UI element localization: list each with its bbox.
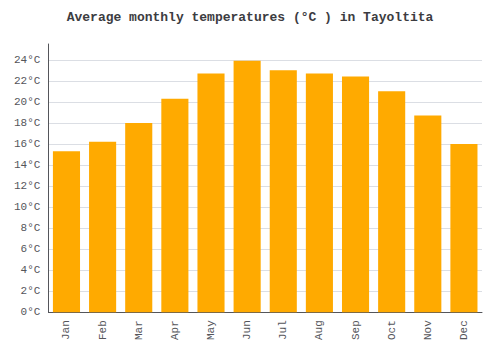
svg-text:10°C: 10°C [14, 201, 41, 213]
svg-text:12°C: 12°C [14, 180, 41, 192]
svg-text:2°C: 2°C [21, 285, 41, 297]
svg-text:Nov: Nov [422, 320, 434, 340]
svg-text:Average monthly temperatures (: Average monthly temperatures (°C ) in Ta… [67, 10, 434, 25]
svg-text:May: May [205, 320, 217, 340]
svg-text:8°C: 8°C [21, 222, 41, 234]
svg-text:0°C: 0°C [21, 306, 41, 318]
svg-text:Jun: Jun [241, 320, 253, 340]
svg-text:6°C: 6°C [21, 243, 41, 255]
svg-text:Jul: Jul [277, 320, 289, 340]
svg-text:Aug: Aug [313, 320, 325, 340]
svg-text:14°C: 14°C [14, 159, 41, 171]
svg-text:Jan: Jan [60, 320, 72, 340]
svg-text:Sep: Sep [350, 320, 362, 340]
svg-text:22°C: 22°C [14, 75, 41, 87]
svg-text:18°C: 18°C [14, 117, 41, 129]
svg-text:Feb: Feb [97, 320, 109, 340]
svg-text:16°C: 16°C [14, 138, 41, 150]
svg-text:24°C: 24°C [14, 54, 41, 66]
svg-text:4°C: 4°C [21, 264, 41, 276]
svg-text:Apr: Apr [169, 320, 181, 340]
svg-text:Oct: Oct [386, 320, 398, 340]
svg-text:Mar: Mar [133, 320, 145, 340]
svg-text:20°C: 20°C [14, 96, 41, 108]
svg-text:Dec: Dec [458, 320, 470, 340]
